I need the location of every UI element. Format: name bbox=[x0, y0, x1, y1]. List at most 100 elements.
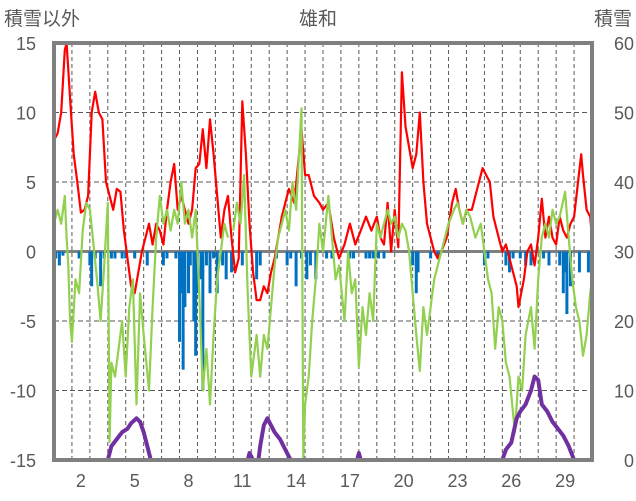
bar bbox=[351, 251, 355, 259]
bar bbox=[305, 251, 309, 280]
y-left-tick-label: 10 bbox=[16, 104, 36, 124]
bar bbox=[255, 251, 259, 280]
bar bbox=[230, 251, 234, 273]
x-tick-label: 11 bbox=[233, 471, 252, 491]
x-tick-label: 5 bbox=[130, 471, 140, 491]
bar bbox=[289, 251, 293, 259]
bar bbox=[165, 251, 169, 259]
bar bbox=[113, 251, 117, 259]
bar bbox=[561, 251, 565, 294]
bar bbox=[124, 251, 128, 259]
y-right-tick-label: 40 bbox=[614, 173, 634, 193]
y-left-tick-label: 5 bbox=[26, 173, 36, 193]
bar bbox=[294, 251, 298, 287]
y-right-tick-label: 30 bbox=[614, 243, 634, 263]
bar bbox=[187, 251, 190, 294]
bar bbox=[565, 251, 569, 315]
bar bbox=[436, 251, 440, 259]
bar bbox=[61, 251, 65, 256]
bar bbox=[285, 251, 289, 266]
x-tick-label: 14 bbox=[286, 471, 306, 491]
x-tick-label: 29 bbox=[555, 471, 575, 491]
bar bbox=[547, 251, 551, 266]
y-right-tick-label: 0 bbox=[624, 451, 634, 471]
bar bbox=[188, 251, 192, 266]
bar bbox=[192, 251, 196, 321]
bar bbox=[90, 251, 94, 287]
bar bbox=[99, 251, 103, 287]
bar bbox=[201, 251, 205, 391]
bar bbox=[161, 251, 165, 266]
bar bbox=[348, 251, 352, 259]
chart-title: 雄和 bbox=[299, 8, 337, 30]
y-right-tick-label: 10 bbox=[614, 382, 634, 402]
left-axis-title: 積雪以外 bbox=[4, 8, 80, 30]
bar bbox=[377, 251, 381, 259]
bar bbox=[429, 251, 433, 259]
bar bbox=[416, 251, 420, 273]
bar bbox=[414, 251, 418, 294]
y-left-tick-label: 15 bbox=[16, 34, 36, 54]
bar bbox=[174, 251, 178, 259]
bar bbox=[382, 251, 386, 259]
bar bbox=[178, 251, 182, 342]
bar bbox=[371, 251, 375, 259]
bar bbox=[325, 251, 329, 259]
right-axis-title: 積雪 bbox=[594, 8, 632, 30]
y-left-tick-label: -5 bbox=[20, 312, 36, 332]
y-right-tick-label: 60 bbox=[614, 34, 634, 54]
bar bbox=[308, 251, 312, 266]
bar bbox=[179, 251, 183, 294]
bar bbox=[88, 251, 92, 266]
bar bbox=[558, 251, 562, 266]
tick-labels: 2 5 8 11 14 17 20 23 26 29151050-5-10-15605040302… bbox=[10, 34, 634, 491]
plot-frame bbox=[52, 41, 594, 462]
x-tick-label: 26 bbox=[501, 471, 521, 491]
green-series-line bbox=[52, 107, 594, 462]
bar bbox=[109, 251, 113, 259]
bar bbox=[133, 251, 137, 259]
bar bbox=[208, 251, 212, 294]
bar bbox=[542, 251, 546, 259]
x-tick-label: 17 bbox=[340, 471, 360, 491]
bar bbox=[563, 251, 567, 273]
y-right-tick-label: 50 bbox=[614, 104, 634, 124]
x-tick-label: 8 bbox=[183, 471, 193, 491]
y-left-tick-label: -15 bbox=[10, 451, 36, 471]
red-series-line bbox=[53, 41, 594, 309]
bar bbox=[183, 251, 187, 308]
bar bbox=[224, 251, 228, 280]
bar bbox=[240, 251, 244, 266]
bar bbox=[504, 251, 508, 266]
bar bbox=[194, 251, 198, 356]
bar bbox=[212, 251, 216, 259]
bar bbox=[204, 251, 208, 266]
bar bbox=[364, 251, 368, 259]
bar bbox=[258, 251, 262, 266]
bar bbox=[518, 251, 522, 259]
bar bbox=[199, 251, 203, 280]
bar bbox=[511, 251, 515, 259]
bar bbox=[529, 251, 533, 266]
bar bbox=[77, 251, 81, 259]
plot-border bbox=[52, 41, 594, 460]
bar bbox=[486, 251, 490, 259]
y-right-tick-label: 20 bbox=[614, 312, 634, 332]
bar bbox=[145, 251, 149, 266]
bar bbox=[120, 251, 124, 259]
x-tick-label: 20 bbox=[394, 471, 414, 491]
bar bbox=[221, 251, 225, 266]
bar bbox=[368, 251, 372, 259]
bar bbox=[57, 251, 61, 266]
x-tick-label: 2 bbox=[76, 471, 86, 491]
series-lines bbox=[52, 41, 594, 462]
bar bbox=[577, 251, 581, 273]
bar bbox=[411, 251, 415, 266]
y-left-tick-label: -10 bbox=[10, 382, 36, 402]
bar bbox=[586, 251, 590, 273]
y-left-tick-label: 0 bbox=[26, 243, 36, 263]
bar bbox=[181, 251, 185, 370]
x-tick-label: 23 bbox=[447, 471, 467, 491]
bar bbox=[330, 251, 334, 259]
